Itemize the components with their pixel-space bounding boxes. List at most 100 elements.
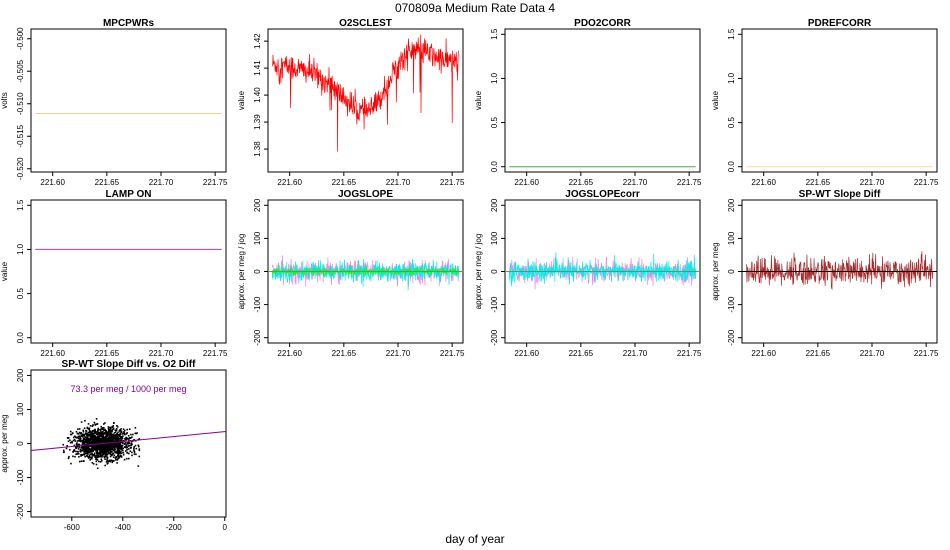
scatter-point: [91, 456, 93, 459]
y-tick-label: 1.5: [490, 28, 499, 40]
scatter-point: [89, 425, 92, 427]
scatter-point: [67, 440, 70, 443]
plot-area: [31, 418, 226, 470]
scatter-point: [96, 452, 98, 455]
scatter-point: [107, 433, 109, 435]
scatter-point: [89, 450, 91, 453]
y-tick-label: 200: [16, 368, 25, 382]
scatter-point: [99, 447, 101, 449]
scatter-point: [65, 447, 68, 450]
x-tick-label: 221.65: [806, 178, 831, 187]
scatter-point: [105, 438, 108, 441]
scatter-point: [62, 443, 64, 446]
scatter-point: [90, 438, 92, 441]
scatter-point: [113, 432, 116, 434]
x-tick-label: 221.65: [569, 349, 594, 358]
scatter-point: [112, 435, 114, 437]
scatter-point: [77, 446, 79, 448]
scatter-point: [138, 449, 141, 452]
scatter-point: [83, 438, 85, 440]
y-axis-title: approx. per meg / jog: [237, 234, 246, 310]
scatter-point: [106, 437, 108, 439]
scatter-point: [132, 433, 134, 436]
scatter-point: [75, 447, 78, 450]
scatter-point: [106, 432, 108, 435]
y-tick-label: 200: [727, 198, 736, 212]
scatter-point: [110, 440, 113, 442]
scatter-point: [117, 457, 119, 460]
scatter-point: [72, 451, 74, 453]
scatter-point: [116, 446, 118, 449]
scatter-point: [85, 446, 88, 448]
scatter-point: [127, 445, 130, 447]
scatter-point: [125, 442, 127, 444]
scatter-point: [87, 446, 89, 448]
scatter-point: [113, 449, 116, 451]
x-tick-label: 0: [222, 523, 227, 532]
scatter-point: [116, 452, 119, 455]
y-tick-label: 1.41: [253, 60, 262, 76]
scatter-point: [107, 446, 110, 449]
scatter-point: [116, 426, 119, 428]
scatter-point: [83, 451, 86, 453]
scatter-point: [105, 435, 107, 438]
scatter-point: [116, 434, 118, 436]
scatter-point: [103, 440, 105, 442]
scatter-point: [105, 441, 107, 443]
scatter-point: [101, 446, 104, 449]
scatter-point: [119, 452, 122, 454]
scatter-point: [86, 438, 89, 440]
scatter-point: [84, 441, 86, 444]
scatter-point: [112, 434, 114, 436]
x-tick-label: 221.65: [569, 178, 594, 187]
scatter-point: [86, 449, 88, 451]
scatter-point: [76, 453, 78, 455]
scatter-point: [124, 437, 126, 440]
scatter-point: [133, 447, 135, 450]
scatter-point: [84, 433, 87, 435]
scatter-point: [85, 441, 87, 443]
y-tick-label: 1.42: [253, 33, 262, 49]
scatter-point: [74, 455, 76, 458]
plot-area: [268, 255, 463, 291]
scatter-point: [76, 442, 78, 444]
scatter-point: [91, 455, 94, 457]
scatter-point: [109, 429, 112, 432]
scatter-point: [98, 448, 100, 450]
panel-spwt_slope_diff: SP-WT Slope Diff approx. per meg 221.60 221…: [711, 189, 939, 358]
scatter-point: [117, 454, 119, 457]
scatter-point: [118, 457, 121, 459]
scatter-point: [111, 453, 114, 455]
scatter-point: [119, 432, 122, 434]
scatter-point: [77, 453, 80, 455]
scatter-point: [111, 454, 113, 456]
x-tick-label: 221.60: [514, 349, 539, 358]
scatter-point: [97, 427, 99, 430]
scatter-point: [95, 438, 97, 440]
scatter-point: [109, 443, 111, 446]
scatter-point: [77, 435, 80, 438]
scatter-point: [96, 459, 99, 461]
scatter-point: [127, 438, 129, 440]
scatter-point: [125, 439, 127, 441]
x-tick-label: 221.70: [860, 178, 885, 187]
scatter-point: [101, 448, 103, 451]
scatter-point: [111, 447, 113, 450]
series-line-1: [508, 252, 697, 287]
scatter-point: [103, 448, 105, 450]
scatter-point: [114, 444, 116, 446]
scatter-point: [94, 428, 96, 431]
x-tick-label: 221.70: [149, 349, 174, 358]
scatter-point: [116, 459, 119, 461]
scatter-point: [74, 435, 76, 438]
scatter-point: [120, 438, 123, 441]
scatter-point: [114, 438, 117, 440]
scatter-point: [108, 443, 110, 445]
scatter-point: [111, 461, 114, 464]
scatter-point: [105, 445, 108, 447]
scatter-point: [125, 450, 127, 452]
scatter-point: [133, 446, 135, 448]
scatter-point: [91, 439, 94, 442]
scatter-point: [126, 446, 129, 449]
scatter-point: [109, 460, 112, 463]
